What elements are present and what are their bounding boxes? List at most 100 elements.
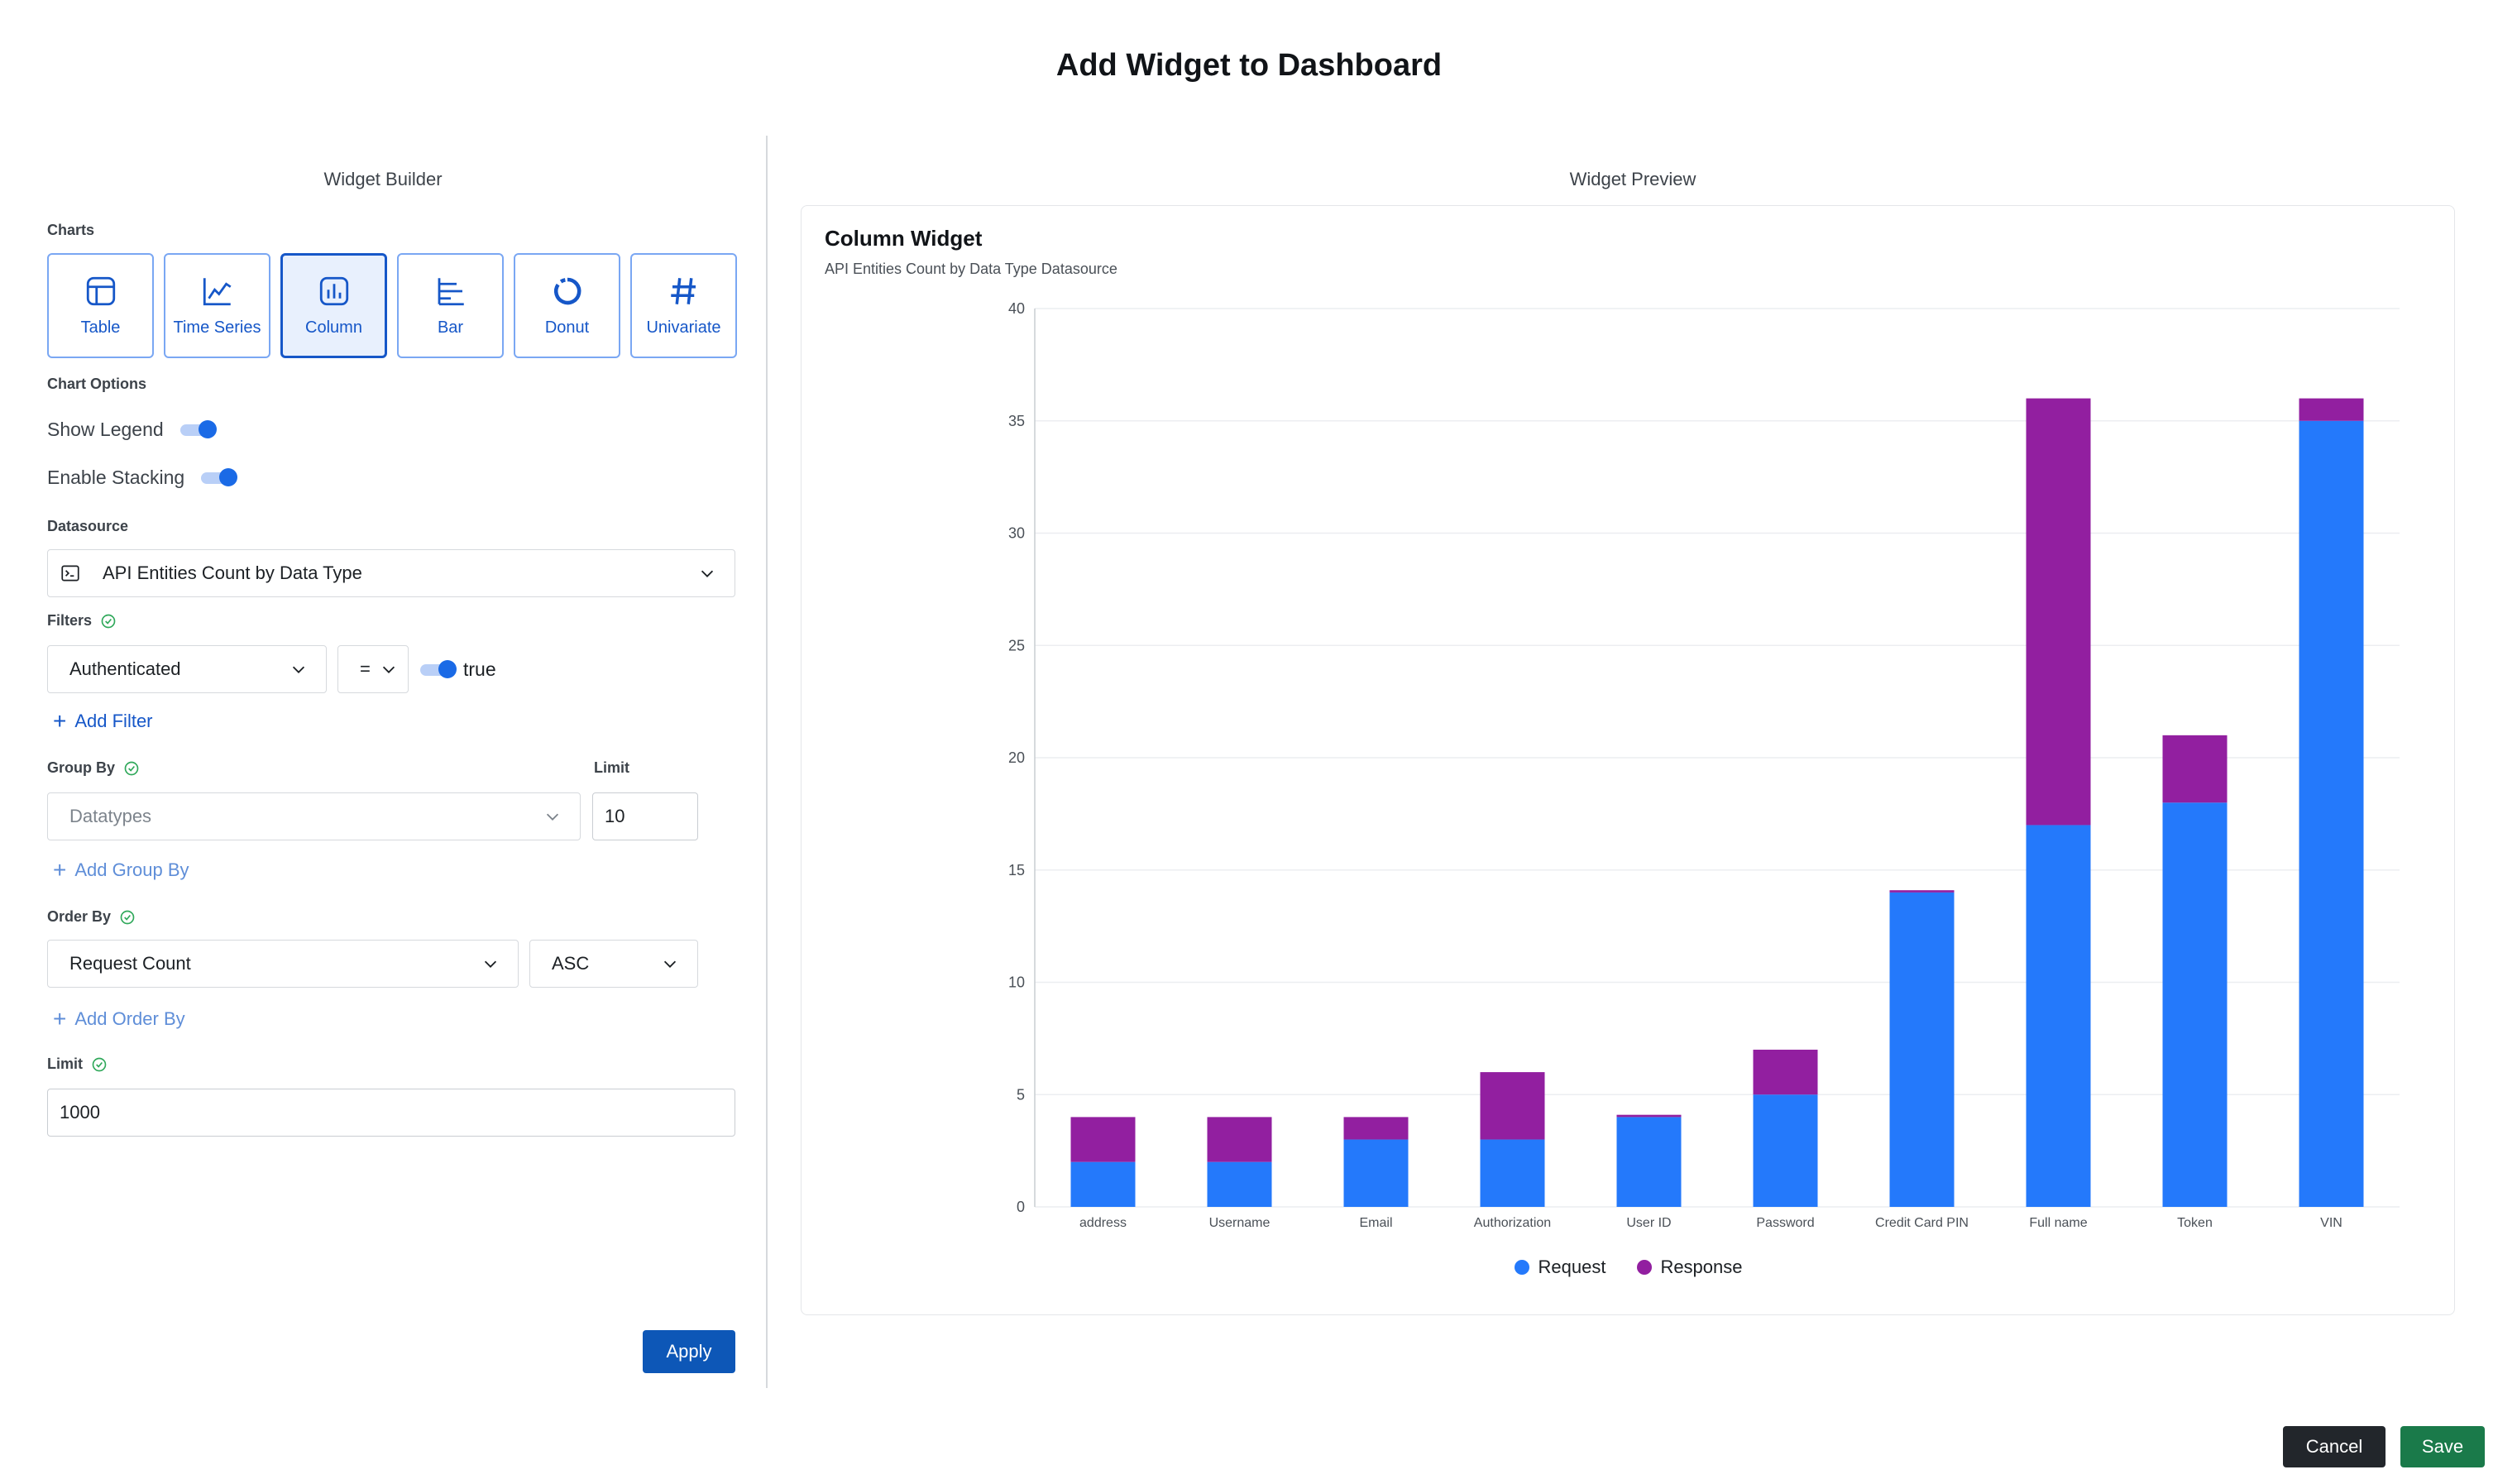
bar-segment-response [1070, 1117, 1136, 1162]
y-tick-label: 35 [1008, 413, 1025, 429]
datasource-label: Datasource [47, 518, 129, 534]
chevron-down-icon [663, 960, 677, 968]
filter-operator-select[interactable]: = [337, 645, 409, 693]
legend-label: Response [1660, 1257, 1743, 1277]
column-chart: 0 5 10 15 20 25 30 35 40 address Username Email Auth… [1008, 300, 2400, 1230]
filter-value-toggle[interactable] [420, 659, 457, 678]
chart-type-label: Table [80, 318, 121, 337]
filter-value-row: true [420, 658, 496, 681]
datasource-select[interactable]: API Entities Count by Data Type [47, 549, 735, 597]
widget-preview-heading: Widget Preview [1569, 169, 1696, 189]
y-tick-label: 20 [1008, 749, 1025, 766]
chart-type-bar[interactable]: Bar [397, 253, 504, 358]
order-direction-select[interactable]: ASC [529, 940, 698, 988]
chart-legend: Request Response [802, 1257, 2456, 1278]
page-title: Add Widget to Dashboard [1055, 48, 1443, 83]
x-tick-label: Password [1756, 1216, 1814, 1230]
show-legend-toggle[interactable] [179, 419, 217, 438]
add-group-by-link[interactable]: + Add Group By [53, 857, 189, 883]
bar-segment-request [1889, 892, 1955, 1207]
group-by-select[interactable]: Datatypes [47, 792, 581, 840]
filter-field-select[interactable]: Authenticated [47, 645, 327, 693]
x-tick-label: Token [2177, 1216, 2213, 1230]
chart-type-label: Time Series [173, 318, 261, 337]
order-direction-value: ASC [552, 953, 590, 974]
bar-segment-response [1207, 1117, 1272, 1162]
legend-dot [1515, 1260, 1530, 1275]
line-chart-icon [203, 278, 232, 306]
show-legend-label: Show Legend [47, 419, 164, 440]
bar-segment-request [2299, 420, 2364, 1207]
group-by-label: Group By [47, 759, 140, 777]
bar-segment-response [1889, 890, 1955, 893]
chart-type-label: Univariate [646, 318, 721, 337]
order-by-value: Request Count [69, 953, 191, 974]
chevron-down-icon [546, 813, 559, 821]
enable-stacking-toggle[interactable] [201, 467, 238, 486]
y-tick-label: 30 [1008, 525, 1025, 542]
check-circle-icon [92, 1057, 107, 1071]
x-tick-label: Authorization [1474, 1216, 1551, 1230]
chart-type-label: Bar [437, 318, 464, 337]
x-tick-label: Credit Card PIN [1875, 1216, 1969, 1230]
check-circle-icon [101, 614, 116, 628]
chart-type-time-series[interactable]: Time Series [164, 253, 270, 358]
group-limit-input[interactable] [592, 792, 698, 840]
chart-type-univariate[interactable]: Univariate [630, 253, 737, 358]
apply-button[interactable]: Apply [643, 1330, 735, 1373]
order-by-select[interactable]: Request Count [47, 940, 519, 988]
legend-item-response[interactable]: Response [1637, 1257, 1743, 1278]
chart-type-column[interactable]: Column [280, 253, 387, 358]
x-tick-label: Username [1209, 1216, 1271, 1230]
add-order-by-link[interactable]: + Add Order By [53, 1006, 185, 1032]
column-chart-icon [319, 276, 348, 306]
chart-type-donut[interactable]: Donut [514, 253, 620, 358]
charts-label: Charts [47, 222, 95, 238]
x-tick-label: VIN [2320, 1216, 2342, 1230]
bar-segment-request [1480, 1139, 1545, 1207]
bar-segment-response [1343, 1117, 1409, 1140]
cancel-button[interactable]: Cancel [2283, 1426, 2386, 1467]
hash-icon [670, 278, 696, 304]
chart-options-label: Chart Options [47, 376, 146, 392]
table-icon [86, 276, 115, 306]
order-by-label: Order By [47, 908, 136, 926]
legend-item-request[interactable]: Request [1515, 1257, 1606, 1278]
plus-icon: + [53, 708, 67, 734]
widget-subtitle: API Entities Count by Data Type Datasour… [825, 261, 1117, 277]
filters-label: Filters [47, 612, 117, 630]
group-by-value: Datatypes [69, 806, 152, 826]
chart-type-table[interactable]: Table [47, 253, 154, 358]
y-tick-label: 15 [1008, 862, 1025, 878]
bar-segment-response [1616, 1114, 1682, 1118]
chart-type-label: Donut [544, 318, 590, 337]
limit-label: Limit [47, 1056, 108, 1073]
filter-field-value: Authenticated [69, 658, 181, 679]
bar-segment-response [1480, 1072, 1545, 1140]
bar-segment-request [2026, 825, 2091, 1207]
check-circle-icon [120, 910, 135, 924]
save-button[interactable]: Save [2400, 1426, 2485, 1467]
bar-segment-request [1343, 1139, 1409, 1207]
limit-input[interactable] [47, 1089, 735, 1137]
bar-segment-response [1753, 1049, 1818, 1095]
bar-segment-request [1070, 1161, 1136, 1207]
x-tick-label: address [1079, 1216, 1127, 1230]
widget-builder-heading: Widget Builder [323, 169, 443, 189]
legend-dot [1637, 1260, 1653, 1275]
add-filter-link[interactable]: + Add Filter [53, 708, 153, 734]
x-tick-label: Email [1359, 1216, 1392, 1230]
donut-icon [553, 277, 581, 305]
bar-segment-request [1207, 1161, 1272, 1207]
x-tick-label: Full name [2029, 1216, 2087, 1230]
x-tick-label: User ID [1626, 1216, 1671, 1230]
bar-chart-icon [438, 278, 464, 306]
y-tick-label: 0 [1017, 1199, 1025, 1215]
filter-operator-value: = [360, 658, 371, 679]
y-tick-label: 5 [1017, 1086, 1025, 1103]
widget-preview-card: Column Widget API Entities Count by Data… [801, 205, 2455, 1315]
bar-segment-response [2026, 398, 2091, 826]
bar-segment-request [1616, 1117, 1682, 1207]
chevron-down-icon [484, 960, 497, 968]
terminal-icon [61, 565, 79, 582]
